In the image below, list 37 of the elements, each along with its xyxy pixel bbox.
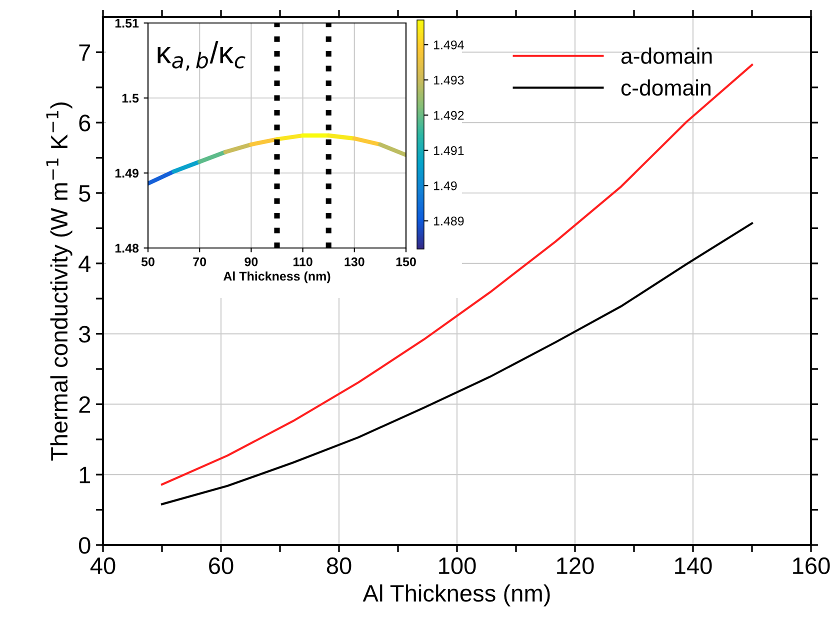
y-tick-label: 0	[78, 537, 90, 554]
x-tick-label: 110	[294, 257, 312, 266]
y-tick-label: 3	[78, 326, 90, 343]
color-bar-label: 1.494	[434, 40, 464, 50]
x-tick-label: 60	[209, 557, 234, 574]
color-bar-label: 1.493	[434, 76, 464, 85]
color-bar-label: 1.489	[434, 216, 464, 226]
color-bar-label: 1.49	[434, 181, 457, 190]
legend-label: c-domain	[621, 79, 710, 96]
y-tick-label: 2	[79, 396, 90, 413]
x-tick-label: 150	[396, 257, 416, 266]
y-axis-title: Thermal conductivity (W m$^{−1}$ K$^{−1}$)	[46, 102, 72, 461]
y-tick-label: 1.51	[115, 18, 139, 28]
y-tick-label: 1.48	[115, 244, 139, 253]
color-bar-label: 1.491	[434, 146, 464, 156]
x-axis-title: Al Thickness (nm)	[223, 271, 330, 284]
y-tick-label: 1.49	[115, 168, 139, 178]
x-tick-label: 90	[244, 257, 258, 266]
y-tick-label: 7	[79, 44, 90, 61]
x-tick-label: 40	[90, 557, 116, 574]
legend-label: a-domain	[621, 48, 712, 64]
x-tick-label: 130	[344, 257, 364, 266]
y-tick-label: 1	[80, 466, 90, 484]
x-tick-label: 50	[141, 257, 154, 266]
y-tick-label: 4	[78, 256, 91, 272]
text: κ$_{a,b}$/κ$_{c}$	[158, 41, 246, 71]
x-tick-label: 160	[793, 557, 830, 574]
y-tick-label: 6	[79, 114, 90, 132]
x-tick-label: 70	[193, 257, 206, 266]
x-tick-label: 80	[326, 557, 352, 574]
x-axis-title: Al Thickness (nm)	[362, 584, 550, 606]
color-bar-label: 1.492	[434, 110, 464, 120]
y-tick-label: 5	[79, 185, 90, 202]
x-tick-label: 100	[439, 557, 476, 574]
x-tick-label: 140	[675, 557, 712, 574]
y-tick-label: 1.5	[122, 94, 139, 103]
x-tick-label: 120	[557, 557, 594, 574]
